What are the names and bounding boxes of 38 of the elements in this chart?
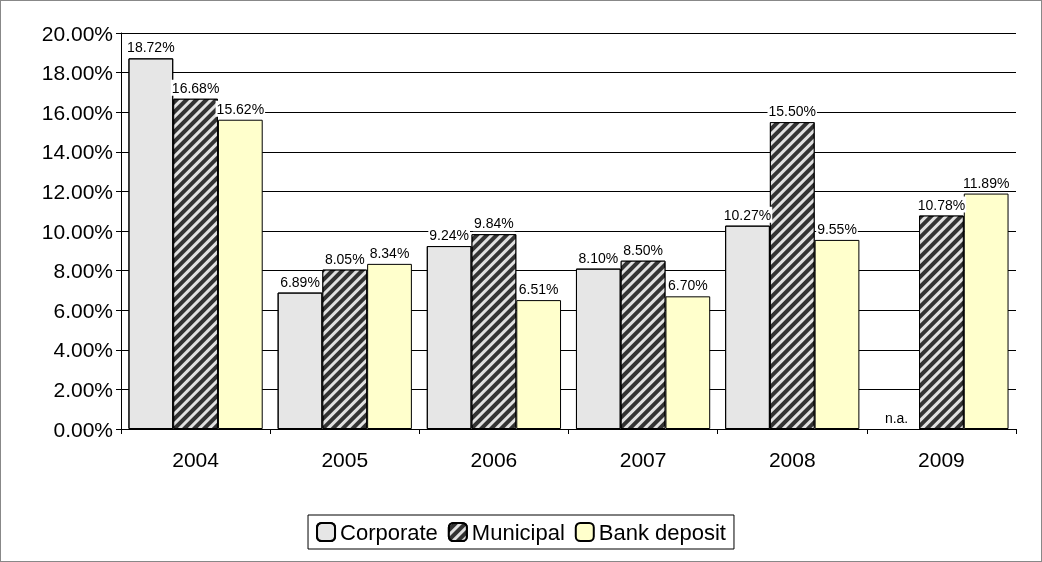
data-label: 15.50% <box>768 103 816 120</box>
y-tick-label: 16.00% <box>41 100 113 124</box>
y-tick-label: 6.00% <box>53 298 113 322</box>
y-tick-label: 8.00% <box>53 259 113 283</box>
legend-label: Bank deposit <box>598 519 726 545</box>
x-tick-label: 2007 <box>619 448 667 471</box>
y-tick-label: 2.00% <box>53 377 113 401</box>
data-label: 6.89% <box>280 273 320 290</box>
y-tick-label: 20.00% <box>41 21 113 45</box>
y-tick-label: 18.00% <box>41 61 113 85</box>
data-label: 8.50% <box>623 241 663 258</box>
data-label: 18.72% <box>127 39 175 56</box>
data-label: 6.51% <box>518 281 559 298</box>
y-tick-label: 4.00% <box>53 338 113 362</box>
data-label: 8.34% <box>369 244 410 261</box>
x-tick-label: 2008 <box>768 448 816 471</box>
x-tick-label: 2009 <box>918 448 965 471</box>
data-label: 6.70% <box>667 277 708 294</box>
data-label: 9.84% <box>474 215 514 232</box>
data-label: 11.89% <box>962 174 1010 191</box>
y-tick-label: 14.00% <box>41 140 113 164</box>
data-label: 10.78% <box>917 196 966 213</box>
data-label: 8.10% <box>578 249 619 266</box>
data-label: 16.68% <box>171 79 220 96</box>
text: n.a. <box>884 410 909 426</box>
x-tick-label: 2004 <box>172 448 220 471</box>
y-tick-label: 0.00% <box>53 417 113 441</box>
data-label: 9.24% <box>429 227 470 244</box>
data-label: 15.62% <box>216 100 265 117</box>
data-label: 8.05% <box>324 250 365 267</box>
legend-label: Municipal <box>471 519 565 545</box>
data-label: 9.55% <box>817 220 857 237</box>
data-label: 10.27% <box>723 206 772 223</box>
x-tick-label: 2005 <box>321 448 369 471</box>
legend-label: Corporate <box>340 519 438 545</box>
y-tick-label: 10.00% <box>41 219 113 243</box>
y-tick-label: 12.00% <box>41 179 113 203</box>
x-tick-label: 2006 <box>470 448 518 471</box>
